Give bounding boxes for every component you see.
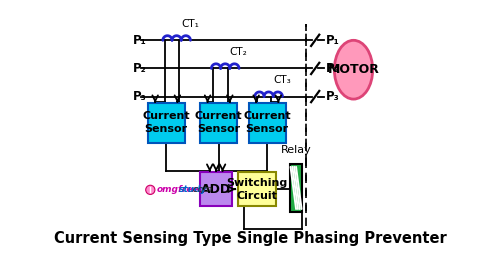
Text: Current Sensing Type Single Phasing Preventer: Current Sensing Type Single Phasing Prev…: [54, 231, 446, 246]
Text: P₁: P₁: [326, 34, 339, 47]
Text: Current
Sensor: Current Sensor: [244, 111, 291, 134]
Text: CT₃: CT₃: [273, 75, 291, 85]
Text: CT₁: CT₁: [181, 19, 199, 29]
Text: .com: .com: [190, 185, 213, 194]
Text: P₃: P₃: [132, 90, 146, 103]
Text: P₂: P₂: [326, 62, 339, 75]
FancyBboxPatch shape: [238, 172, 276, 206]
Text: Current
Sensor: Current Sensor: [142, 111, 190, 134]
FancyBboxPatch shape: [148, 103, 185, 143]
Text: Relay: Relay: [280, 145, 311, 155]
FancyBboxPatch shape: [200, 172, 232, 206]
Text: MOTOR: MOTOR: [328, 63, 380, 76]
Text: Switching
Circuit: Switching Circuit: [226, 178, 288, 201]
Text: P₂: P₂: [132, 62, 146, 75]
FancyBboxPatch shape: [248, 103, 286, 143]
FancyBboxPatch shape: [200, 103, 237, 143]
Text: study: study: [178, 185, 207, 194]
FancyBboxPatch shape: [290, 164, 302, 212]
Ellipse shape: [334, 40, 372, 99]
Circle shape: [146, 185, 155, 195]
Text: P₃: P₃: [326, 90, 339, 103]
Text: omgfree: omgfree: [156, 185, 199, 194]
Text: ADD: ADD: [201, 183, 231, 196]
Text: CT₂: CT₂: [230, 47, 248, 57]
Text: Current
Sensor: Current Sensor: [195, 111, 242, 134]
Text: P₁: P₁: [132, 34, 146, 47]
